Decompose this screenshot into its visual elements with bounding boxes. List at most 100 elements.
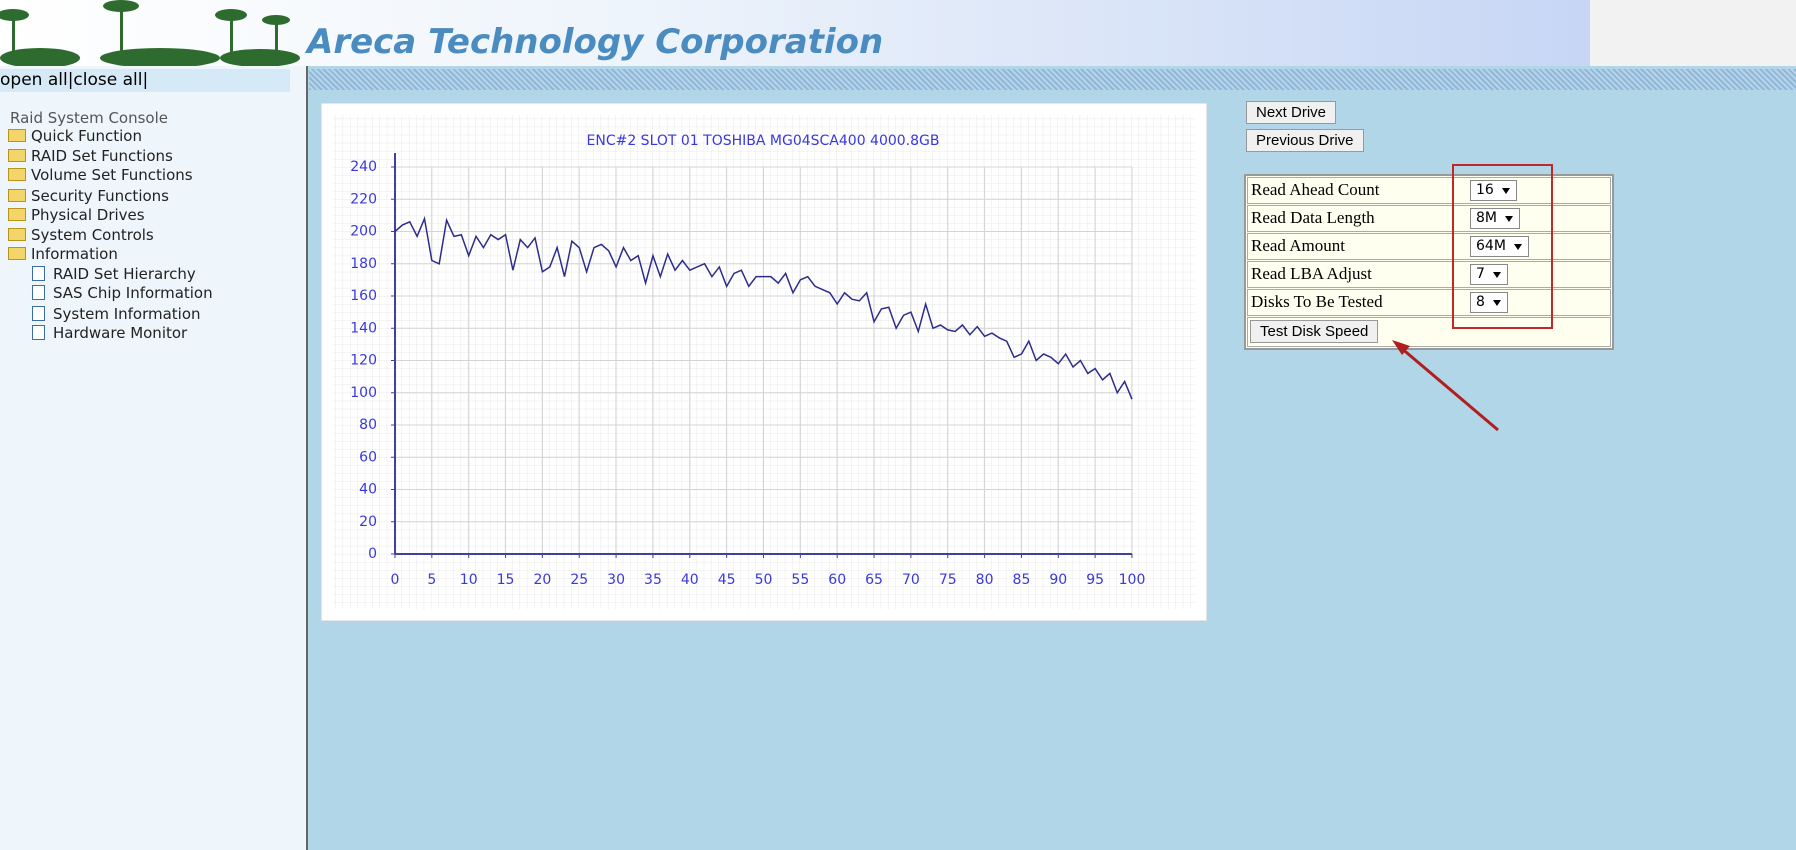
sidebar xyxy=(0,66,308,850)
x-tick-label: 45 xyxy=(718,572,736,588)
x-tick-label: 0 xyxy=(391,572,400,588)
field-select[interactable]: 16 xyxy=(1470,180,1517,201)
highlight-box xyxy=(1452,164,1553,329)
form-row: Disks To Be Tested 8 xyxy=(1247,289,1611,316)
tree-folder[interactable]: Quick Function xyxy=(8,127,142,145)
y-tick-label: 100 xyxy=(350,385,377,401)
folder-label: RAID Set Functions xyxy=(31,147,173,165)
banner-filler xyxy=(1590,0,1796,66)
x-tick-label: 80 xyxy=(976,572,994,588)
folder-label: Physical Drives xyxy=(31,206,145,224)
page-icon xyxy=(32,306,45,321)
folder-label: Information xyxy=(31,245,118,263)
test-button[interactable]: Test Disk Speed xyxy=(1250,320,1379,343)
tree-folder[interactable]: RAID Set Functions xyxy=(8,147,173,165)
folder-icon xyxy=(8,228,26,241)
x-tick-label: 50 xyxy=(755,572,773,588)
form-row: Read LBA Adjust 7 xyxy=(1247,261,1611,288)
chart: ENC#2 SLOT 01 TOSHIBA MG04SCA400 4000.8G… xyxy=(321,103,1207,621)
field-label: Read Data Length xyxy=(1251,208,1375,227)
y-tick-label: 240 xyxy=(350,159,377,175)
y-tick-label: 40 xyxy=(359,482,377,498)
field-select[interactable]: 8 xyxy=(1470,292,1508,313)
x-tick-label: 15 xyxy=(497,572,515,588)
y-tick-label: 0 xyxy=(368,546,377,562)
tree-controls[interactable]: open all|close all| xyxy=(0,69,290,92)
tree-folder[interactable]: Information xyxy=(8,245,118,263)
banner xyxy=(0,0,1590,68)
x-tick-label: 100 xyxy=(1119,572,1146,588)
y-tick-label: 200 xyxy=(350,224,377,240)
folder-label: System Controls xyxy=(31,226,154,244)
tree-item[interactable]: SAS Chip Information xyxy=(32,284,213,302)
x-tick-label: 95 xyxy=(1086,572,1104,588)
tree-item[interactable]: RAID Set Hierarchy xyxy=(32,265,196,283)
field-select[interactable]: 8M xyxy=(1470,208,1520,229)
field-select[interactable]: 7 xyxy=(1470,264,1508,285)
y-tick-label: 180 xyxy=(350,256,377,272)
x-tick-label: 65 xyxy=(865,572,883,588)
settings-form: Read Ahead Count 16 Read Data Length 8M Read… xyxy=(1244,174,1614,350)
folder-icon xyxy=(8,168,26,181)
y-tick-label: 220 xyxy=(350,191,377,207)
next-drive-button[interactable]: Next Drive xyxy=(1246,101,1337,124)
x-tick-label: 40 xyxy=(681,572,699,588)
field-select[interactable]: 64M xyxy=(1470,236,1529,257)
folder-icon xyxy=(8,189,26,202)
folder-icon xyxy=(8,129,26,142)
page-icon xyxy=(32,266,45,281)
folder-icon xyxy=(8,247,26,260)
y-tick-label: 80 xyxy=(359,417,377,433)
x-tick-label: 75 xyxy=(939,572,957,588)
x-tick-label: 60 xyxy=(828,572,846,588)
folder-label: Quick Function xyxy=(31,127,142,145)
field-label: Read Ahead Count xyxy=(1251,180,1380,199)
field-label: Disks To Be Tested xyxy=(1251,292,1383,311)
y-tick-label: 120 xyxy=(350,353,377,369)
y-tick-label: 60 xyxy=(359,449,377,465)
x-tick-label: 55 xyxy=(791,572,809,588)
x-tick-label: 20 xyxy=(533,572,551,588)
item-label: SAS Chip Information xyxy=(53,284,213,302)
tree-folder[interactable]: System Controls xyxy=(8,226,154,244)
header-title: Areca Technology Corporation xyxy=(307,22,884,62)
tree-item[interactable]: Hardware Monitor xyxy=(32,324,187,342)
tree-item[interactable]: System Information xyxy=(32,305,201,323)
folder-icon xyxy=(8,208,26,221)
form-row: Read Data Length 8M xyxy=(1247,205,1611,232)
annotation-arrow xyxy=(1392,340,1499,432)
y-tick-label: 160 xyxy=(350,288,377,304)
x-tick-label: 10 xyxy=(460,572,478,588)
field-label: Read LBA Adjust xyxy=(1251,264,1372,283)
x-tick-label: 30 xyxy=(607,572,625,588)
x-tick-label: 5 xyxy=(427,572,436,588)
chart-title: ENC#2 SLOT 01 TOSHIBA MG04SCA400 4000.8G… xyxy=(587,133,940,149)
x-tick-label: 25 xyxy=(570,572,588,588)
tree-root: Raid System Console xyxy=(10,109,168,127)
x-tick-label: 70 xyxy=(902,572,920,588)
content-stripe xyxy=(309,69,1796,90)
tree-folder[interactable]: Physical Drives xyxy=(8,206,145,224)
y-tick-label: 140 xyxy=(350,320,377,336)
item-label: System Information xyxy=(53,305,201,323)
field-label: Read Amount xyxy=(1251,236,1345,255)
x-tick-label: 85 xyxy=(1013,572,1031,588)
tree-folder[interactable]: Volume Set Functions xyxy=(8,166,193,184)
x-tick-label: 90 xyxy=(1049,572,1067,588)
previous-drive-button[interactable]: Previous Drive xyxy=(1246,129,1364,152)
form-row: Test Disk Speed xyxy=(1247,317,1611,347)
folder-icon xyxy=(8,149,26,162)
form-row: Read Ahead Count 16 xyxy=(1247,177,1611,204)
data-line xyxy=(394,215,1133,400)
page-icon xyxy=(32,285,45,300)
folder-label: Volume Set Functions xyxy=(31,166,193,184)
x-tick-label: 35 xyxy=(644,572,662,588)
tree-folder[interactable]: Security Functions xyxy=(8,187,169,205)
form-row: Read Amount 64M xyxy=(1247,233,1611,260)
item-label: Hardware Monitor xyxy=(53,324,188,342)
page-icon xyxy=(32,325,45,340)
item-label: RAID Set Hierarchy xyxy=(53,265,196,283)
folder-label: Security Functions xyxy=(31,187,169,205)
y-tick-label: 20 xyxy=(359,514,377,530)
